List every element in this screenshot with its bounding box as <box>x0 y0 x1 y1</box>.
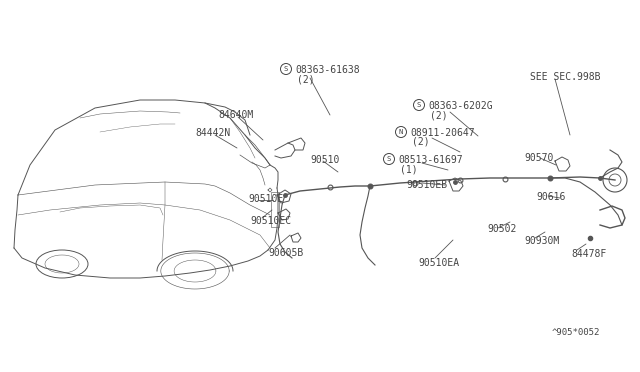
Text: (1): (1) <box>400 164 418 174</box>
Text: (2): (2) <box>430 110 447 120</box>
Text: S: S <box>387 156 391 162</box>
Text: 84640M: 84640M <box>218 110 253 120</box>
Text: 90510: 90510 <box>310 155 339 165</box>
Text: 08911-20647: 08911-20647 <box>410 128 475 138</box>
Text: N: N <box>399 129 403 135</box>
Text: 08513-61697: 08513-61697 <box>398 155 463 165</box>
Text: 90510EA: 90510EA <box>418 258 459 268</box>
Text: (2): (2) <box>297 74 315 84</box>
Bar <box>271 192 279 227</box>
Text: 08363-6202G: 08363-6202G <box>428 101 493 111</box>
Text: ^905*0052: ^905*0052 <box>552 328 600 337</box>
Text: 90605B: 90605B <box>268 248 303 258</box>
Text: (2): (2) <box>412 137 429 147</box>
Text: 90510EB: 90510EB <box>406 180 447 190</box>
Text: S: S <box>417 102 421 108</box>
Text: 84478F: 84478F <box>571 249 606 259</box>
Text: 90930M: 90930M <box>524 236 559 246</box>
Text: 08363-61638: 08363-61638 <box>295 65 360 75</box>
Text: 90510EC: 90510EC <box>250 216 291 226</box>
Text: 90502: 90502 <box>487 224 516 234</box>
Text: 84442N: 84442N <box>195 128 230 138</box>
Text: 90510E: 90510E <box>248 194 284 204</box>
Text: 90616: 90616 <box>536 192 565 202</box>
Text: 90570: 90570 <box>524 153 554 163</box>
Text: SEE SEC.998B: SEE SEC.998B <box>530 72 600 82</box>
Text: S: S <box>284 66 288 72</box>
